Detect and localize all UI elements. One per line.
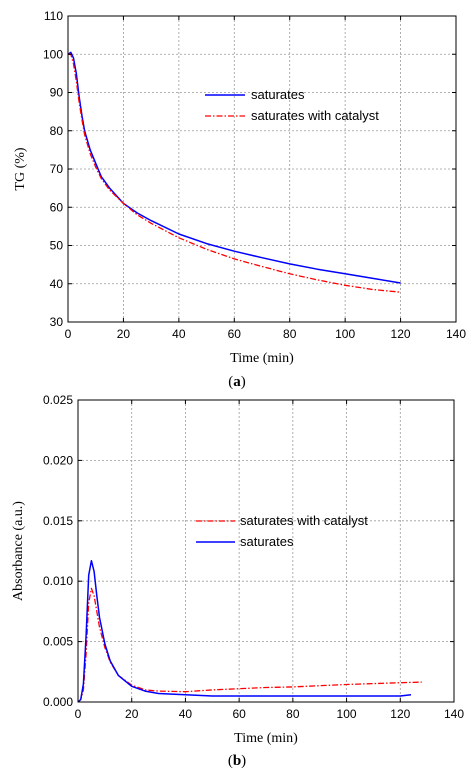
panel-b-y-ticks: 0.000 0.005 0.010 0.015 0.020 0.025: [43, 393, 454, 709]
panel-b-legend: saturates with catalyst saturates: [196, 513, 368, 549]
panel-b-y-axis-label: Absorbance (a.u.): [11, 501, 26, 601]
panel-b-caption: (b): [228, 753, 246, 769]
b-x-tick-label: 60: [232, 707, 246, 721]
b-series-line-saturates: [77, 559, 412, 703]
a-y-tick-label: 110: [44, 9, 63, 23]
b-y-tick-label: 0.010: [43, 574, 73, 588]
panel-a-x-ticks: 0 20 40 60 80 100 120 140: [65, 16, 466, 341]
a-y-tick-label: 60: [50, 200, 64, 214]
panel-a-caption: (a): [228, 374, 246, 390]
panel-a-x-axis-label: Time (min): [230, 351, 294, 366]
a-x-tick-label: 140: [446, 327, 466, 341]
a-x-tick-label: 60: [228, 327, 242, 341]
panel-a-y-ticks: 30 40 50 60 70 80 90 100 110: [43, 9, 456, 329]
a-y-tick-label: 30: [50, 315, 64, 329]
b-x-tick-label: 0: [75, 707, 82, 721]
b-y-tick-label: 0.020: [43, 453, 73, 467]
a-x-tick-label: 120: [391, 327, 411, 341]
b-x-tick-label: 140: [444, 707, 464, 721]
b-series-line-saturates-with-catalyst: [77, 587, 422, 703]
a-x-tick-label: 100: [335, 327, 355, 341]
panel-b-plot-frame: [77, 399, 455, 703]
b-y-tick-label: 0.005: [43, 635, 73, 649]
b-x-tick-label: 100: [337, 707, 357, 721]
panel-b-series: [77, 559, 422, 703]
panel-b-legend-label-saturates: saturates: [240, 534, 294, 549]
panel-a-legend-label-saturates: saturates: [251, 87, 305, 102]
panel-a-grid: [68, 16, 456, 322]
a-series-line-saturates-with-catalyst: [68, 53, 401, 293]
panel-b-x-axis-label: Time (min): [234, 731, 298, 746]
a-x-tick-label: 40: [172, 327, 186, 341]
a-y-tick-label: 70: [50, 162, 64, 176]
panel-a-tg-chart: 0 20 40 60 80 100 120 140 30405060708090100110 …: [13, 9, 466, 390]
panel-a-legend-label-catalyst: saturates with catalyst: [251, 108, 379, 123]
panel-a-caption-letter: a: [233, 374, 241, 390]
panel-a-legend: saturates saturates with catalyst: [205, 87, 379, 123]
b-x-tick-label: 120: [390, 707, 410, 721]
b-x-tick-label: 20: [125, 707, 139, 721]
a-x-tick-label: 80: [283, 327, 297, 341]
a-x-tick-label: 20: [117, 327, 131, 341]
b-x-tick-label: 80: [286, 707, 300, 721]
a-y-tick-label: 50: [50, 239, 64, 253]
b-y-tick-label: 0.000: [43, 695, 73, 709]
a-y-tick-label: 40: [50, 277, 64, 291]
a-y-tick-label: 80: [50, 124, 64, 138]
panel-b-grid: [78, 400, 454, 702]
a-y-tick-label: 90: [50, 86, 64, 100]
panel-b-x-ticks: 0 20 40 60 80 100 120 140: [75, 400, 464, 721]
b-y-tick-label: 0.025: [43, 393, 73, 407]
b-y-tick-label: 0.015: [43, 514, 73, 528]
panel-b-caption-letter: b: [233, 753, 241, 769]
panel-a-series: [67, 51, 401, 293]
panel-a-y-axis-label: TG (%): [13, 147, 28, 190]
a-x-tick-label: 0: [65, 327, 72, 341]
a-y-tick-label: 100: [43, 47, 63, 61]
panel-b-legend-label-catalyst: saturates with catalyst: [240, 513, 368, 528]
b-x-tick-label: 40: [179, 707, 193, 721]
panel-b-absorbance-chart: 0 20 40 60 80 100 120 140 0.0000.0050.0100.0150…: [11, 393, 464, 769]
